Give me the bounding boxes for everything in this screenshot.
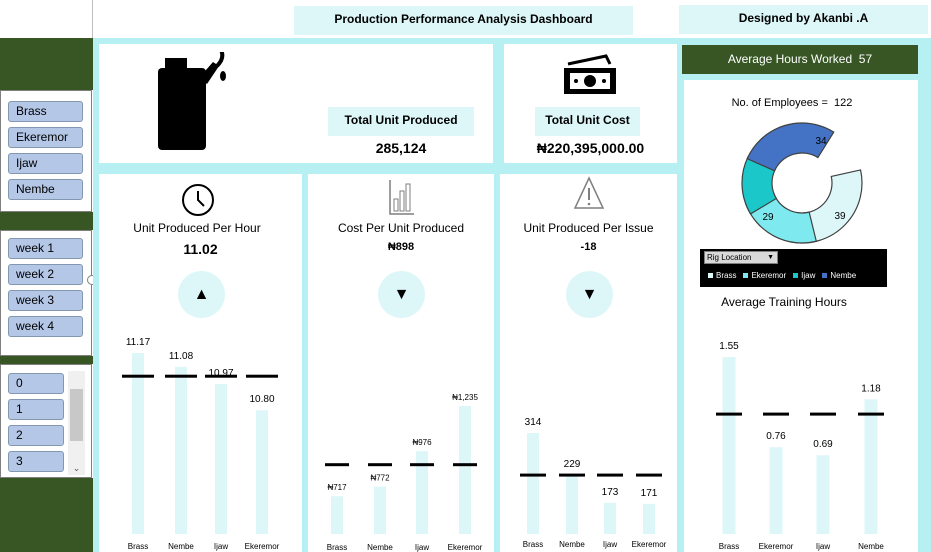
legend-label: Ijaw: [801, 271, 816, 280]
issue-slicer: 0 1 2 3 ⌄: [0, 364, 92, 478]
legend-item-nembe: Nembe: [822, 271, 856, 280]
slicer-item-week-4[interactable]: week 4: [8, 316, 83, 337]
legend-label: Ekeremor: [751, 271, 787, 280]
legend-items: Brass Ekeremor Ijaw Nembe: [708, 271, 888, 283]
dashboard-title: Production Performance Analysis Dashboar…: [294, 6, 633, 35]
cost-per-unit-title: Cost Per Unit Produced: [337, 221, 465, 235]
sidebar-green-bottom: [0, 478, 93, 552]
total-cost-label: Total Unit Cost: [535, 107, 640, 136]
dropdown-arrow-icon[interactable]: ▼: [767, 254, 774, 261]
legend-swatch: [822, 273, 828, 278]
legend-swatch: [793, 273, 799, 278]
legend-swatch: [743, 273, 749, 278]
sidebar-green-mid2: [0, 356, 93, 364]
slicer-item-1[interactable]: 1: [8, 399, 64, 420]
slicer-item-0[interactable]: 0: [8, 373, 64, 394]
slicer-item-week-3[interactable]: week 3: [8, 290, 83, 311]
top-left-blank: [0, 0, 93, 38]
legend-item-brass: Brass: [708, 271, 736, 280]
total-units-label: Total Unit Produced: [328, 107, 474, 136]
avg-hours-value: 57: [858, 52, 873, 66]
cost-trend-circle: ▼: [378, 271, 425, 318]
per-issue-title: Unit Produced Per Issue: [523, 221, 654, 235]
employees-value: 122: [834, 97, 853, 109]
chevron-down-icon[interactable]: ⌄: [72, 463, 81, 473]
sidebar-green-mid1: [0, 212, 93, 230]
avg-hours-label: Average Hours Worked: [727, 52, 853, 66]
slicer-item-week-2[interactable]: week 2: [8, 264, 83, 285]
donut-label-ekeremor: 29: [762, 212, 774, 223]
rig-location-label: Rig Location: [707, 253, 752, 262]
total-units-value: 285,124: [375, 140, 427, 156]
slicer-item-2[interactable]: 2: [8, 425, 64, 446]
employees-line: No. of Employees = 122: [684, 97, 900, 109]
per-issue-card: Unit Produced Per Issue -18 ▼: [500, 174, 677, 552]
slicer-item-brass[interactable]: Brass: [8, 101, 83, 122]
sidebar-green-top: [0, 38, 93, 90]
donut-label-nembe: 34: [815, 136, 827, 147]
legend-label: Brass: [716, 271, 737, 280]
donut-label-brass: 39: [834, 211, 846, 222]
slicer-scrollbar[interactable]: ⌄: [68, 371, 85, 475]
per-hour-trend-circle: ▲: [178, 271, 225, 318]
location-slicer: Brass Ekeremor Ijaw Nembe: [0, 90, 92, 212]
slicer-item-nembe[interactable]: Nembe: [8, 179, 83, 200]
avg-hours-banner: Average Hours Worked 57: [682, 45, 918, 74]
training-title: Average Training Hours: [721, 295, 847, 309]
legend-swatch: [708, 273, 713, 278]
down-arrow-icon: ▼: [393, 286, 410, 303]
rig-location-filter[interactable]: Rig Location ▼: [704, 251, 778, 264]
total-units-panel: Total Unit Produced 285,124: [99, 44, 493, 163]
clock-icon: [182, 184, 214, 216]
issue-trend-circle: ▼: [566, 271, 613, 318]
slicer-item-week-1[interactable]: week 1: [8, 238, 83, 259]
slicer-item-3[interactable]: 3: [8, 451, 64, 472]
employees-label: No. of Employees =: [731, 97, 828, 109]
down-arrow-icon: ▼: [581, 286, 598, 303]
scroll-thumb[interactable]: [70, 389, 83, 441]
money-icon: [564, 54, 616, 94]
slicer-item-ekeremor[interactable]: Ekeremor: [8, 127, 83, 148]
donut-slice-nembe: [746, 122, 835, 172]
donut-legend: Rig Location ▼ Brass Ekeremor Ijaw Nembe: [700, 249, 887, 287]
report-chart-icon: [389, 180, 414, 215]
employees-donut-chart: 39292034: [741, 122, 863, 244]
legend-label: Nembe: [830, 271, 857, 280]
per-hour-value: 11.02: [183, 241, 218, 257]
up-arrow-icon: ▲: [193, 286, 210, 303]
cost-per-unit-card: Cost Per Unit Produced ₦898 ▼: [308, 174, 494, 552]
slicer-item-ijaw[interactable]: Ijaw: [8, 153, 83, 174]
legend-item-ekeremor: Ekeremor: [743, 271, 786, 280]
cost-per-unit-value: ₦898: [387, 241, 415, 253]
total-cost-panel: Total Unit Cost ₦220,395,000.00: [504, 44, 677, 163]
fuel-can-icon: [158, 52, 226, 150]
total-cost-value: ₦220,395,000.00: [536, 140, 645, 156]
week-slicer: week 1 week 2 week 3 week 4: [0, 230, 92, 356]
per-issue-value: -18: [580, 241, 597, 253]
per-hour-card: Unit Produced Per Hour 11.02 ▲: [99, 174, 302, 552]
legend-item-ijaw: Ijaw: [793, 271, 815, 280]
designer-credit: Designed by Akanbi .A: [679, 5, 928, 34]
per-hour-title: Unit Produced Per Hour: [133, 221, 261, 235]
warning-icon: [573, 176, 605, 209]
